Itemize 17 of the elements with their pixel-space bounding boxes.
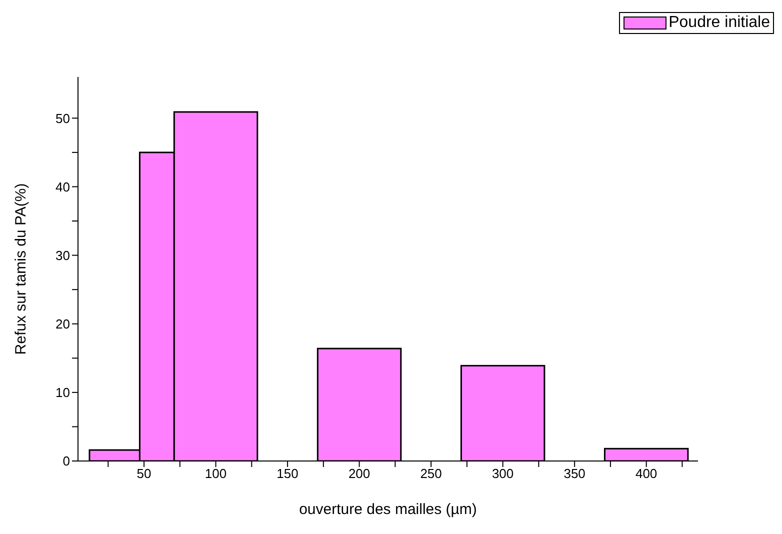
x-tick-label: 400 (635, 466, 658, 482)
y-tick-label: 20 (56, 316, 70, 332)
x-tick-label: 50 (136, 466, 152, 482)
y-tick-label: 50 (56, 110, 70, 126)
x-tick-label: 350 (564, 466, 586, 482)
y-tick-label: 30 (56, 248, 70, 263)
x-tick-label: 150 (276, 466, 298, 482)
x-tick-label: 300 (492, 466, 514, 482)
y-axis-title: Refux sur tamis du PA(%) (12, 183, 30, 355)
y-tick-label: 40 (56, 179, 70, 194)
x-tick-label: 100 (204, 466, 227, 482)
x-tick-label: 200 (348, 466, 370, 482)
x-tick-label: 250 (420, 466, 442, 482)
y-tick-label: 0 (62, 454, 70, 469)
legend-label: Poudre initiale (668, 14, 770, 32)
y-tick-label: 10 (56, 385, 70, 400)
x-axis-title: ouverture des mailles (µm) (299, 501, 477, 518)
